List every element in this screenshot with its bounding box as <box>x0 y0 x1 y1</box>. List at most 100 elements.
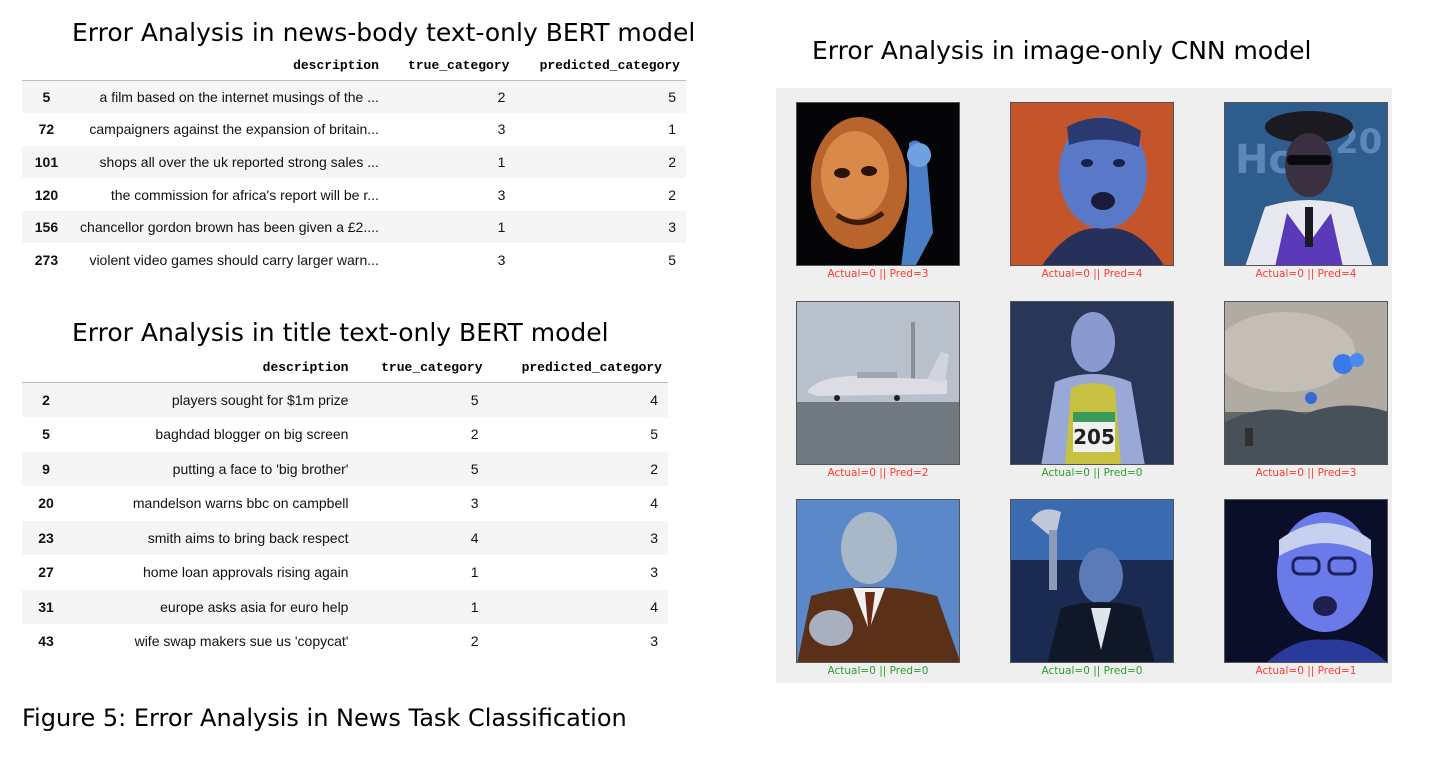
bert-body-error-table: description true_category predicted_cate… <box>22 50 686 276</box>
row-description: players sought for $1m prize <box>70 382 355 417</box>
row-predicted-category: 1 <box>668 121 676 138</box>
row-predicted-category: 2 <box>488 451 668 486</box>
sample-image-man-suit <box>796 499 960 663</box>
row-predicted-category: 4 <box>650 495 658 512</box>
predicted-category-header: predicted_category <box>515 50 686 81</box>
prediction-caption: Actual=0 || Pred=1 <box>1255 665 1357 677</box>
sample-image-man-trophy <box>1010 499 1174 663</box>
prediction-caption: Actual=0 || Pred=2 <box>827 467 929 479</box>
table-row: 20 mandelson warns bbc on campbell 3 4 <box>22 486 668 521</box>
row-true-category: 3 <box>497 251 506 268</box>
row-description: shops all over the uk reported strong sa… <box>70 145 385 179</box>
row-index: 5 <box>22 80 71 114</box>
row-description: violent video games should carry larger … <box>89 251 379 268</box>
row-index: 273 <box>34 251 59 268</box>
bert-title-error-table: description true_category predicted_cate… <box>22 352 668 659</box>
table-row: 120 the commission for africa's report wi… <box>22 178 686 211</box>
row-true-category: 3 <box>497 121 506 138</box>
prediction-caption: Actual=0 || Pred=4 <box>1041 268 1143 280</box>
sample-image-smoky-scene <box>1224 301 1388 465</box>
table-row: 273 violent video games should carry larg… <box>22 243 686 276</box>
row-predicted-category: 3 <box>650 633 658 650</box>
row-index: 9 <box>22 451 71 486</box>
row-index: 120 <box>34 186 59 203</box>
bert-body-title: Error Analysis in news-body text-only BE… <box>72 18 696 47</box>
table-row: 101 shops all over the uk reported strong… <box>22 145 686 179</box>
row-index: 23 <box>22 520 71 555</box>
true-category-header: true_category <box>384 50 516 81</box>
row-description: the commission for africa's report will … <box>110 186 379 203</box>
row-description: wife swap makers sue us 'copycat' <box>134 633 349 650</box>
row-index: 43 <box>38 633 54 650</box>
grid-cell-3: Ho 20 Actual=0 || Pred=4 <box>1224 102 1388 280</box>
row-index: 20 <box>38 495 54 512</box>
true-category-header: true_category <box>354 352 489 383</box>
row-index: 31 <box>22 589 71 624</box>
row-description: putting a face to 'big brother' <box>70 451 355 486</box>
index-header <box>22 352 71 383</box>
sample-image-runner: 205 <box>1010 301 1174 465</box>
row-predicted-category: 4 <box>488 589 668 624</box>
table-row: 156 chancellor gordon brown has been give… <box>22 210 686 244</box>
row-predicted-category: 4 <box>488 382 668 417</box>
row-predicted-category: 5 <box>650 426 658 443</box>
grid-cell-1: Actual=0 || Pred=3 <box>796 102 960 280</box>
index-header <box>22 50 71 81</box>
row-true-category: 1 <box>354 589 489 624</box>
row-description: mandelson warns bbc on campbell <box>132 495 349 512</box>
table-header-row: description true_category predicted_cate… <box>22 50 686 81</box>
bert-title-title: Error Analysis in title text-only BERT m… <box>72 318 609 347</box>
table-row: 9 putting a face to 'big brother' 5 2 <box>22 451 668 486</box>
description-header: description <box>70 50 385 81</box>
prediction-caption: Actual=0 || Pred=4 <box>1255 268 1357 280</box>
sample-image-man-orange-bg <box>1010 102 1174 266</box>
row-index: 5 <box>42 426 50 443</box>
row-description: home loan approvals rising again <box>143 564 349 581</box>
row-true-category: 2 <box>470 633 479 650</box>
grid-cell-6: Actual=0 || Pred=3 <box>1224 301 1388 479</box>
figure-caption: Figure 5: Error Analysis in News Task Cl… <box>22 704 627 732</box>
prediction-caption: Actual=0 || Pred=0 <box>1041 467 1143 479</box>
table-row: 2 players sought for $1m prize 5 4 <box>22 382 668 417</box>
row-true-category: 4 <box>354 520 489 555</box>
row-index: 27 <box>38 564 54 581</box>
sample-image-face-glow <box>796 102 960 266</box>
row-predicted-category: 3 <box>650 564 658 581</box>
prediction-caption: Actual=0 || Pred=0 <box>827 665 929 677</box>
row-true-category: 5 <box>354 451 489 486</box>
row-true-category: 3 <box>470 495 479 512</box>
grid-cell-5: 205 Actual=0 || Pred=0 <box>1010 301 1174 479</box>
predicted-category-header: predicted_category <box>488 352 668 383</box>
table-row: 31 europe asks asia for euro help 1 4 <box>22 589 668 624</box>
table-row: 27 home loan approvals rising again 1 3 <box>22 555 668 590</box>
row-description: baghdad blogger on big screen <box>155 426 349 443</box>
table-row: 43 wife swap makers sue us 'copycat' 2 3 <box>22 624 668 659</box>
row-description: chancellor gordon brown has been given a… <box>70 210 385 244</box>
grid-cell-7: Actual=0 || Pred=0 <box>796 499 960 677</box>
prediction-caption: Actual=0 || Pred=3 <box>1255 467 1357 479</box>
row-predicted-category: 3 <box>515 210 686 244</box>
row-predicted-category: 2 <box>515 145 686 179</box>
table-header-row: description true_category predicted_cate… <box>22 352 668 383</box>
row-description: campaigners against the expansion of bri… <box>89 121 379 138</box>
cnn-prediction-grid: Actual=0 || Pred=3 Actual=0 || Pred=4 Ho… <box>776 88 1392 683</box>
row-true-category: 1 <box>384 210 516 244</box>
row-description: europe asks asia for euro help <box>70 589 355 624</box>
row-true-category: 1 <box>470 564 479 581</box>
cnn-title: Error Analysis in image-only CNN model <box>812 36 1312 65</box>
table-row: 72 campaigners against the expansion of b… <box>22 113 686 146</box>
sample-image-old-man-glasses <box>1224 499 1388 663</box>
row-true-category: 1 <box>384 145 516 179</box>
row-index: 156 <box>22 210 71 244</box>
grid-cell-2: Actual=0 || Pred=4 <box>1010 102 1174 280</box>
grid-cell-8: Actual=0 || Pred=0 <box>1010 499 1174 677</box>
row-predicted-category: 3 <box>488 520 668 555</box>
row-true-category: 2 <box>470 426 479 443</box>
table-row: 5 baghdad blogger on big screen 2 5 <box>22 417 668 452</box>
row-description: a film based on the internet musings of … <box>70 80 385 114</box>
prediction-caption: Actual=0 || Pred=0 <box>1041 665 1143 677</box>
row-index: 2 <box>22 382 71 417</box>
row-predicted-category: 2 <box>668 186 676 203</box>
row-predicted-category: 5 <box>515 80 686 114</box>
